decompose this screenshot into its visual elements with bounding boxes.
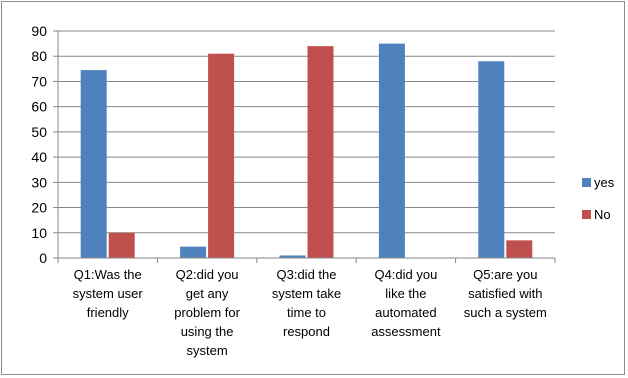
legend-label-no: No bbox=[594, 207, 611, 222]
legend-swatch-yes bbox=[582, 178, 591, 187]
x-category-label-line: respond bbox=[283, 324, 330, 339]
y-tick-label: 40 bbox=[31, 149, 47, 165]
bar-no bbox=[307, 46, 334, 259]
y-tick-label: 10 bbox=[31, 225, 47, 241]
bar-yes bbox=[378, 43, 405, 258]
x-category-label: Q5:are you satisfied with such a system bbox=[464, 267, 547, 320]
y-axis-ticks: 0 10 20 30 40 50 60 70 80 90 bbox=[31, 23, 58, 266]
y-tick-label: 60 bbox=[31, 99, 47, 115]
x-category-label-line: Q1:Was the bbox=[74, 267, 142, 282]
x-category-label: Q3:did the system take time to respond bbox=[272, 267, 341, 339]
gridlines bbox=[58, 30, 555, 234]
bar-yes bbox=[180, 246, 207, 258]
axes bbox=[57, 31, 556, 263]
x-category-label-line: problem for bbox=[174, 305, 240, 320]
x-category-label-line: system user bbox=[73, 286, 144, 301]
bar-yes bbox=[279, 255, 306, 258]
x-category-label: Q2:did you get any problem for using the sys… bbox=[174, 267, 240, 358]
x-category-label-line: Q4:did you bbox=[374, 267, 437, 282]
legend: yes No bbox=[582, 175, 615, 222]
bar-no bbox=[108, 232, 135, 258]
y-tick-label: 30 bbox=[31, 174, 47, 190]
x-category-label-line: assessment bbox=[371, 324, 441, 339]
x-category-label-line: using the bbox=[181, 324, 234, 339]
x-category-label-line: get any bbox=[186, 286, 229, 301]
bar-no bbox=[208, 53, 235, 259]
x-axis-labels: Q1:Was the system user friendly Q2:did you g… bbox=[73, 267, 547, 358]
bars bbox=[80, 43, 533, 259]
x-category-label-line: system take bbox=[272, 286, 341, 301]
x-category-label-line: Q5:are you bbox=[473, 267, 537, 282]
x-category-label: Q4:did you like the automated assessment bbox=[371, 267, 441, 339]
x-category-label-line: like the bbox=[385, 286, 426, 301]
x-category-label-line: Q3:did the bbox=[277, 267, 337, 282]
legend-label-yes: yes bbox=[594, 175, 615, 190]
y-tick-label: 80 bbox=[31, 48, 47, 64]
bar-yes bbox=[80, 70, 107, 258]
x-category-label-line: such a system bbox=[464, 305, 547, 320]
bar-yes bbox=[478, 61, 505, 259]
x-category-label: Q1:Was the system user friendly bbox=[73, 267, 144, 320]
x-category-label-line: Q2:did you bbox=[176, 267, 239, 282]
x-category-label-line: time to bbox=[287, 305, 326, 320]
legend-swatch-no bbox=[582, 210, 591, 219]
y-tick-label: 0 bbox=[39, 250, 47, 266]
x-category-label-line: automated bbox=[375, 305, 436, 320]
y-tick-label: 90 bbox=[31, 23, 47, 39]
x-category-label-line: satisfied with bbox=[468, 286, 542, 301]
x-category-label-line: friendly bbox=[87, 305, 129, 320]
bar-no bbox=[506, 240, 533, 258]
y-tick-label: 50 bbox=[31, 124, 47, 140]
y-tick-label: 20 bbox=[31, 200, 47, 216]
x-category-label-line: system bbox=[187, 343, 228, 358]
y-tick-label: 70 bbox=[31, 73, 47, 89]
